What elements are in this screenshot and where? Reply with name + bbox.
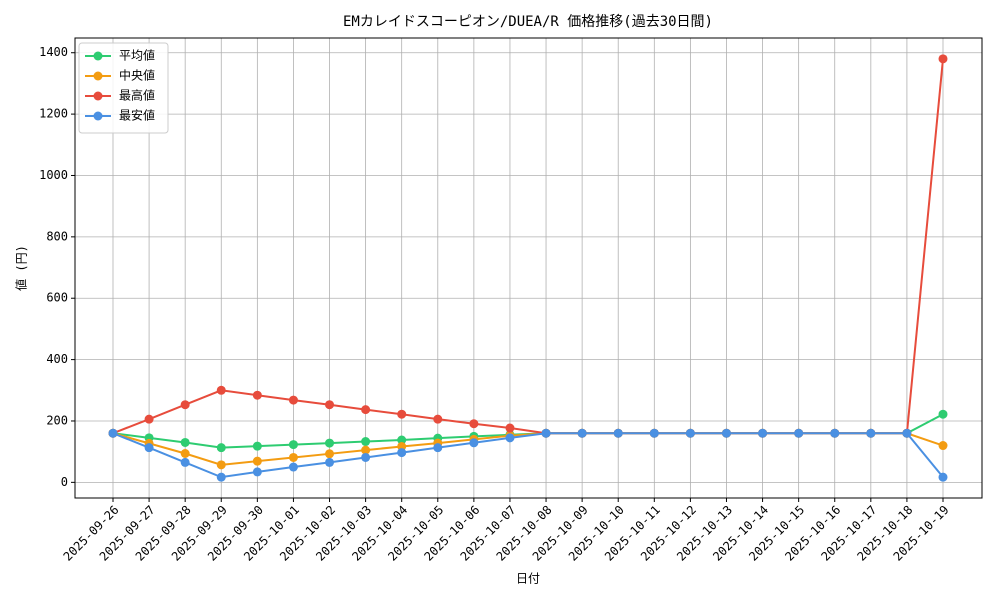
legend-label: 最高値 [119, 88, 155, 103]
data-point [685, 428, 695, 438]
y-tick-label: 200 [46, 413, 68, 427]
data-point [433, 443, 443, 453]
legend-marker [93, 51, 103, 61]
plot-frame [74, 37, 983, 499]
data-point [794, 428, 804, 438]
y-axis-label: 値 (円) [14, 245, 29, 291]
data-point [721, 428, 731, 438]
data-point [325, 457, 335, 467]
data-point [325, 400, 335, 410]
legend-label: 最安値 [119, 108, 155, 123]
chart-title: EMカレイドスコーピオン/DUEA/R 価格推移(過去30日間) [343, 14, 713, 30]
data-point [505, 433, 515, 443]
y-tick-label: 600 [46, 291, 68, 305]
data-point [902, 428, 912, 438]
data-point [938, 441, 948, 451]
data-point [938, 472, 948, 482]
y-tick-label: 1000 [39, 168, 68, 182]
data-point [144, 414, 154, 424]
data-point [180, 400, 190, 410]
data-point [830, 428, 840, 438]
data-point [180, 437, 190, 447]
legend-label: 平均値 [119, 48, 155, 63]
data-point [361, 437, 371, 447]
data-point [938, 409, 948, 419]
data-point [361, 445, 371, 455]
data-point [180, 457, 190, 467]
legend-label: 中央値 [119, 68, 155, 83]
data-point [397, 409, 407, 419]
series-line [112, 432, 944, 466]
data-point [361, 405, 371, 415]
data-point [433, 414, 443, 424]
data-point [361, 452, 371, 462]
data-point [758, 428, 768, 438]
data-point [216, 472, 226, 482]
data-point [288, 462, 298, 472]
data-point [288, 440, 298, 450]
data-point [252, 467, 262, 477]
y-tick-label: 800 [46, 229, 68, 243]
data-point [938, 54, 948, 64]
data-point [144, 443, 154, 453]
data-point [252, 456, 262, 466]
data-point [577, 428, 587, 438]
data-point [288, 452, 298, 462]
legend-box [78, 42, 169, 134]
data-point [252, 390, 262, 400]
data-point [469, 438, 479, 448]
y-tick-label: 1400 [39, 45, 68, 59]
data-point [180, 449, 190, 459]
data-point [505, 423, 515, 433]
y-tick-label: 0 [61, 475, 68, 489]
data-point [397, 448, 407, 458]
data-point [469, 419, 479, 429]
data-point [216, 385, 226, 395]
data-point [288, 395, 298, 405]
data-point [325, 438, 335, 448]
data-point [541, 428, 551, 438]
legend-marker [93, 71, 103, 81]
data-point [866, 428, 876, 438]
data-point [216, 460, 226, 470]
x-axis-label: 日付 [516, 572, 540, 586]
legend-marker [93, 111, 103, 121]
data-point [216, 443, 226, 453]
data-point [613, 428, 623, 438]
data-point [325, 449, 335, 459]
series-line [112, 432, 944, 479]
data-point [108, 428, 118, 438]
y-tick-label: 400 [46, 352, 68, 366]
legend-marker [93, 91, 103, 101]
data-point [252, 441, 262, 451]
y-tick-label: 1200 [39, 107, 68, 121]
series-line [112, 58, 944, 435]
data-point [397, 435, 407, 445]
data-point [649, 428, 659, 438]
